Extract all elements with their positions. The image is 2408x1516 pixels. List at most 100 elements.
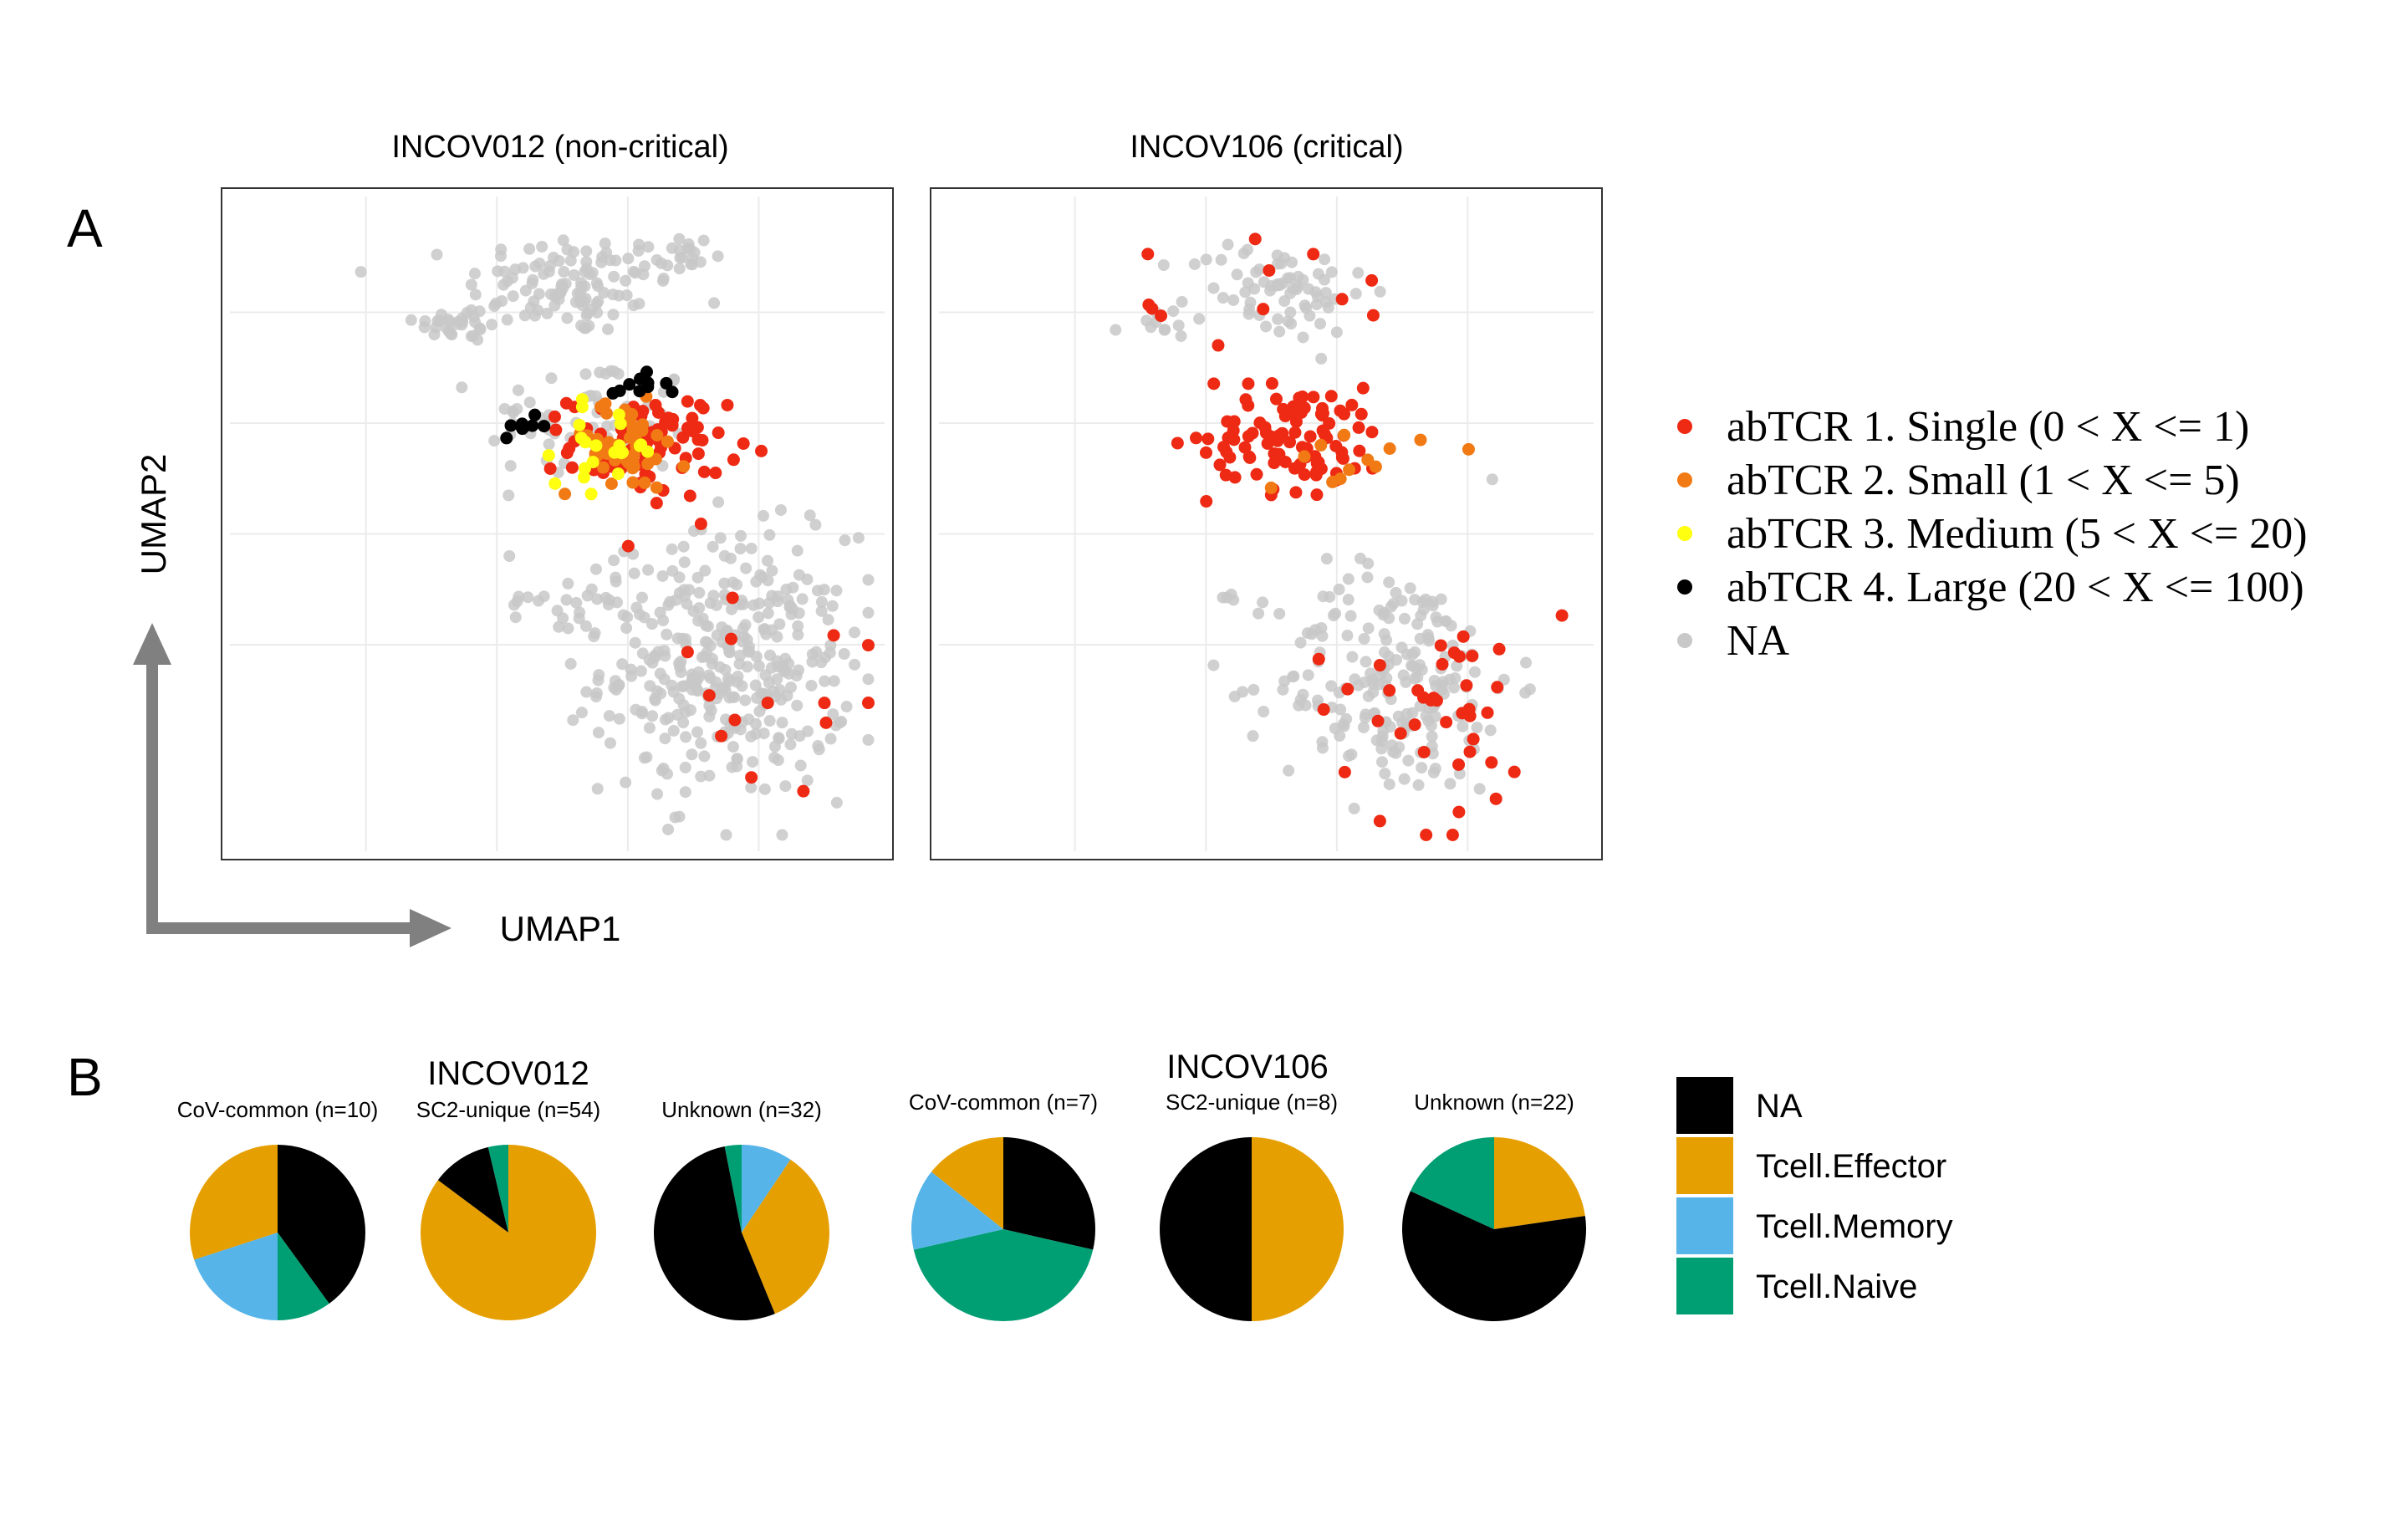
scatter-point [561,312,574,324]
scatter-point [1489,792,1502,805]
scatter-point [445,328,457,340]
pie-title: Unknown (n=22) [1414,1090,1574,1115]
scatter-point [1417,745,1431,758]
scatter-point [771,655,783,667]
umap-axis-arrows [133,623,452,947]
pie-slice [1252,1137,1344,1321]
scatter-point [1268,447,1281,461]
scatter-point [681,598,693,610]
scatter-point [567,714,579,727]
scatter-point [728,691,741,703]
scatter-point [1402,754,1415,767]
umap-legend-swatch [1677,633,1692,648]
scatter-point [731,753,743,765]
scatter-point [578,322,590,334]
scatter-point [1398,612,1411,625]
scatter-point [1320,553,1333,565]
scatter-point [763,596,776,609]
scatter-point [1188,258,1201,270]
scatter-point [741,661,753,673]
scatter-point [1484,724,1497,737]
scatter-point [775,693,788,706]
scatter-point [691,571,704,584]
scatter-point [560,447,574,460]
scatter-point [557,234,569,247]
scatter-point [695,770,707,783]
scatter-point [667,686,680,698]
scatter-point [575,393,589,406]
scatter-point [686,671,699,684]
scatter-point [673,244,686,257]
scatter-point [1273,607,1286,620]
scatter-point [580,309,593,322]
scatter-point [1263,263,1276,277]
scatter-point [1257,596,1269,609]
scatter-point [750,651,763,663]
scatter-point [495,243,508,256]
scatter-point [1382,651,1395,663]
scatter-point [1172,319,1185,332]
scatter-point [1358,632,1370,645]
scatter-point [703,769,716,782]
scatter-point [1379,768,1391,780]
scatter-point [1305,628,1318,641]
scatter-point [543,462,557,475]
scatter-point [1390,747,1402,759]
scatter-point [1471,722,1483,734]
scatter-point [1423,635,1436,647]
scatter-point [609,675,621,687]
scatter-point [783,657,795,670]
scatter-point [1324,390,1338,403]
pie-slice [420,1145,596,1320]
scatter-point [1227,294,1240,306]
scatter-point [549,423,563,436]
scatter-point [756,571,768,584]
scatter-point [809,518,822,531]
scatter-point [862,639,875,652]
scatter-point [355,266,367,278]
scatter-point [1338,428,1351,442]
scatter-point [636,405,650,418]
scatter-point [1193,313,1206,325]
scatter-point [1343,463,1356,477]
scatter-point [626,423,640,436]
scatter-point [469,288,482,301]
pie-slice [1402,1191,1587,1321]
scatter-point [562,622,574,635]
scatter-point [468,268,481,280]
scatter-point [646,710,659,722]
scatter-point [456,381,468,394]
umap-legend-label: abTCR 2. Small (1 < X <= 5) [1727,457,2240,504]
scatter-point [703,710,716,722]
scatter-point [503,489,515,502]
scatter-point [1312,652,1325,666]
scatter-point [664,595,676,608]
scatter-point [652,406,666,419]
scatter-point [673,571,686,584]
scatter-point [651,788,664,800]
scatter-point [1462,702,1476,716]
scatter-point [686,411,699,425]
scatter-point [1246,426,1259,440]
scatter-point [1394,727,1407,740]
scatter-point [819,716,833,729]
scatter-point [1445,620,1457,632]
scatter-point [1411,684,1425,697]
scatter-point [1247,730,1259,743]
pie-slice [931,1137,1003,1229]
umap-panel-left [221,187,894,860]
scatter-point [1272,313,1284,325]
scatter-point [1361,453,1375,467]
pie-legend-label: Tcell.Memory [1756,1208,1953,1245]
scatter-point [1437,676,1450,688]
scatter-point [1171,436,1184,450]
scatter-point [1357,721,1370,733]
scatter-point [1362,622,1375,635]
scatter-point [736,680,748,692]
scatter-point [562,577,574,590]
pie-2: Unknown (n=32) [654,1097,829,1320]
pie-slice [1003,1137,1095,1250]
scatter-point [712,250,724,263]
scatter-point [1294,406,1308,419]
pie-slice [742,1145,791,1233]
